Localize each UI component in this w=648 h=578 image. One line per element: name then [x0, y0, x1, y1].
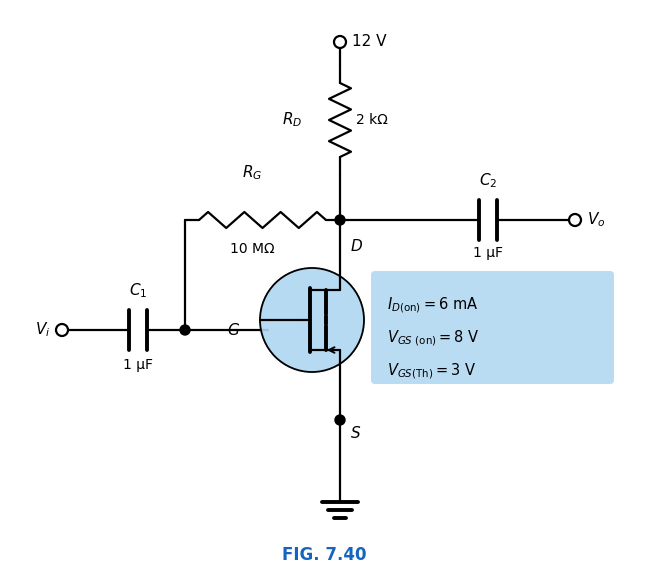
Text: $R_D$: $R_D$	[282, 110, 302, 129]
Text: $D$: $D$	[350, 238, 363, 254]
Text: FIG. 7.40: FIG. 7.40	[282, 546, 366, 564]
Text: $V_i$: $V_i$	[34, 321, 50, 339]
Circle shape	[335, 215, 345, 225]
Text: 12 V: 12 V	[352, 35, 386, 50]
Circle shape	[260, 268, 364, 372]
Circle shape	[335, 415, 345, 425]
Text: $C_1$: $C_1$	[129, 281, 147, 300]
Text: 1 μF: 1 μF	[473, 246, 503, 260]
Text: 2 kΩ: 2 kΩ	[356, 113, 388, 127]
FancyBboxPatch shape	[371, 271, 614, 384]
Text: $V_o$: $V_o$	[587, 210, 605, 229]
Text: 10 MΩ: 10 MΩ	[230, 242, 275, 256]
Text: $V_{GS\mathrm{(Th)}} = 3\ \mathrm{V}$: $V_{GS\mathrm{(Th)}} = 3\ \mathrm{V}$	[387, 361, 476, 380]
Circle shape	[180, 325, 190, 335]
Text: $G$: $G$	[227, 322, 240, 338]
Text: 1 μF: 1 μF	[123, 358, 153, 372]
Text: $C_2$: $C_2$	[479, 171, 497, 190]
Text: $V_{GS\mathrm{\ (on)}} = 8\ \mathrm{V}$: $V_{GS\mathrm{\ (on)}} = 8\ \mathrm{V}$	[387, 328, 480, 347]
Text: $R_G$: $R_G$	[242, 164, 262, 182]
Text: $I_{D\mathrm{(on)}} = 6\ \mathrm{mA}$: $I_{D\mathrm{(on)}} = 6\ \mathrm{mA}$	[387, 295, 478, 314]
Text: $S$: $S$	[350, 425, 361, 441]
